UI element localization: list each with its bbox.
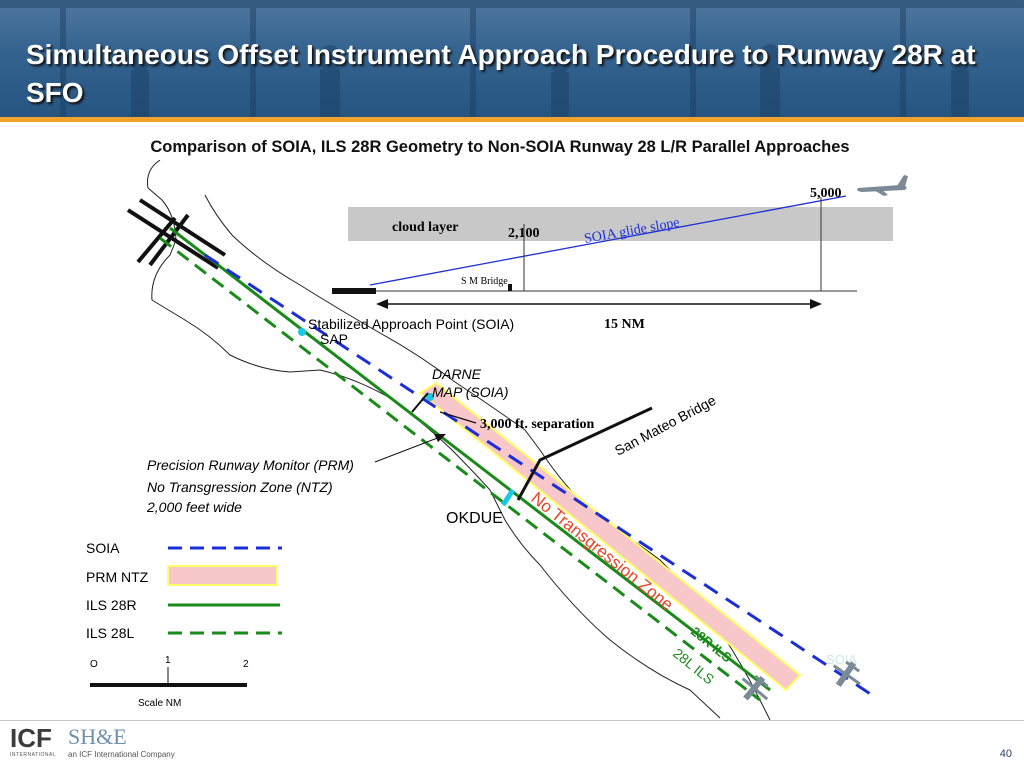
cloud-layer-band — [348, 207, 893, 241]
footer-rule — [0, 720, 1024, 721]
okdue-label: OKDUE — [446, 510, 503, 527]
slide-title: Simultaneous Offset Instrument Approach … — [26, 39, 976, 108]
airplane-profile-icon — [857, 175, 908, 196]
san-mateo-bridge-label: San Mateo Bridge — [612, 392, 719, 459]
legend-soia-label: SOIA — [86, 540, 120, 556]
okdue-point — [500, 488, 516, 507]
airport-photo-backdrop — [0, 0, 1024, 118]
legend-ils28r-label: ILS 28R — [86, 597, 137, 613]
she-logo: SH&E — [68, 724, 127, 749]
san-mateo-bridge — [516, 406, 653, 501]
scale-bar: O 1 2 Scale NM — [90, 655, 249, 709]
header-accent-rule — [0, 117, 1024, 122]
ntz-label: No Transgression Zone — [527, 488, 676, 614]
scale-tick-0: O — [90, 659, 98, 670]
runway-profile — [332, 288, 376, 294]
altitude-5000-label: 5,000 — [810, 186, 842, 201]
darne-point — [426, 393, 434, 401]
soia-glide-slope-line — [369, 195, 847, 286]
scale-tick-2: 2 — [243, 659, 249, 670]
shoreline-east — [204, 194, 771, 720]
sap-description: Stabilized Approach Point (SOIA) — [308, 316, 514, 332]
airplane-soia-icon — [832, 660, 861, 687]
ils-28l-course — [159, 236, 761, 702]
cloud-layer-label: cloud layer — [392, 220, 459, 235]
ntz-description: No Transgression Zone (NTZ) — [147, 479, 333, 495]
icf-logo: ICF — [10, 723, 52, 753]
ntz-width-label: 2,000 feet wide — [146, 499, 242, 515]
sm-bridge-label: S M Bridge — [461, 276, 508, 287]
slide-subtitle: Comparison of SOIA, ILS 28R Geometry to … — [150, 138, 850, 156]
slide-header: Simultaneous Offset Instrument Approach … — [0, 0, 1024, 118]
airplane-28l-icon — [741, 674, 769, 701]
legend-prm-ntz-swatch — [167, 565, 278, 586]
prm-arrowhead — [434, 434, 446, 442]
legend-ils28l-label: ILS 28L — [86, 625, 134, 641]
darne-tick — [411, 392, 429, 413]
ils-28r-course — [169, 226, 771, 692]
soia-course — [204, 253, 873, 697]
sap-label: SAP — [320, 331, 348, 347]
prm-label: Precision Runway Monitor (PRM) — [147, 457, 354, 473]
legend: SOIA PRM NTZ ILS 28R ILS 28L — [86, 540, 282, 641]
scale-tick-1: 1 — [165, 655, 171, 666]
legend-prm-ntz-label: PRM NTZ — [86, 569, 149, 585]
distance-label: 15 NM — [604, 317, 645, 332]
sm-bridge-marker — [508, 284, 512, 291]
page-number: 40 — [999, 748, 1012, 760]
separation-leader — [439, 411, 477, 424]
map-soia-label: MAP (SOIA) — [432, 384, 509, 400]
svg-text:ICF: ICF — [10, 723, 52, 753]
scale-caption: Scale NM — [138, 698, 181, 709]
icf-sub-label: INTERNATIONAL — [10, 752, 57, 758]
sfo-runways — [126, 198, 227, 270]
she-sub-label: an ICF International Company — [68, 750, 175, 759]
sap-point — [298, 328, 306, 336]
prm-leader — [374, 436, 441, 463]
separation-label: 3,000 ft. separation — [480, 417, 595, 432]
darne-label: DARNE — [432, 366, 482, 382]
